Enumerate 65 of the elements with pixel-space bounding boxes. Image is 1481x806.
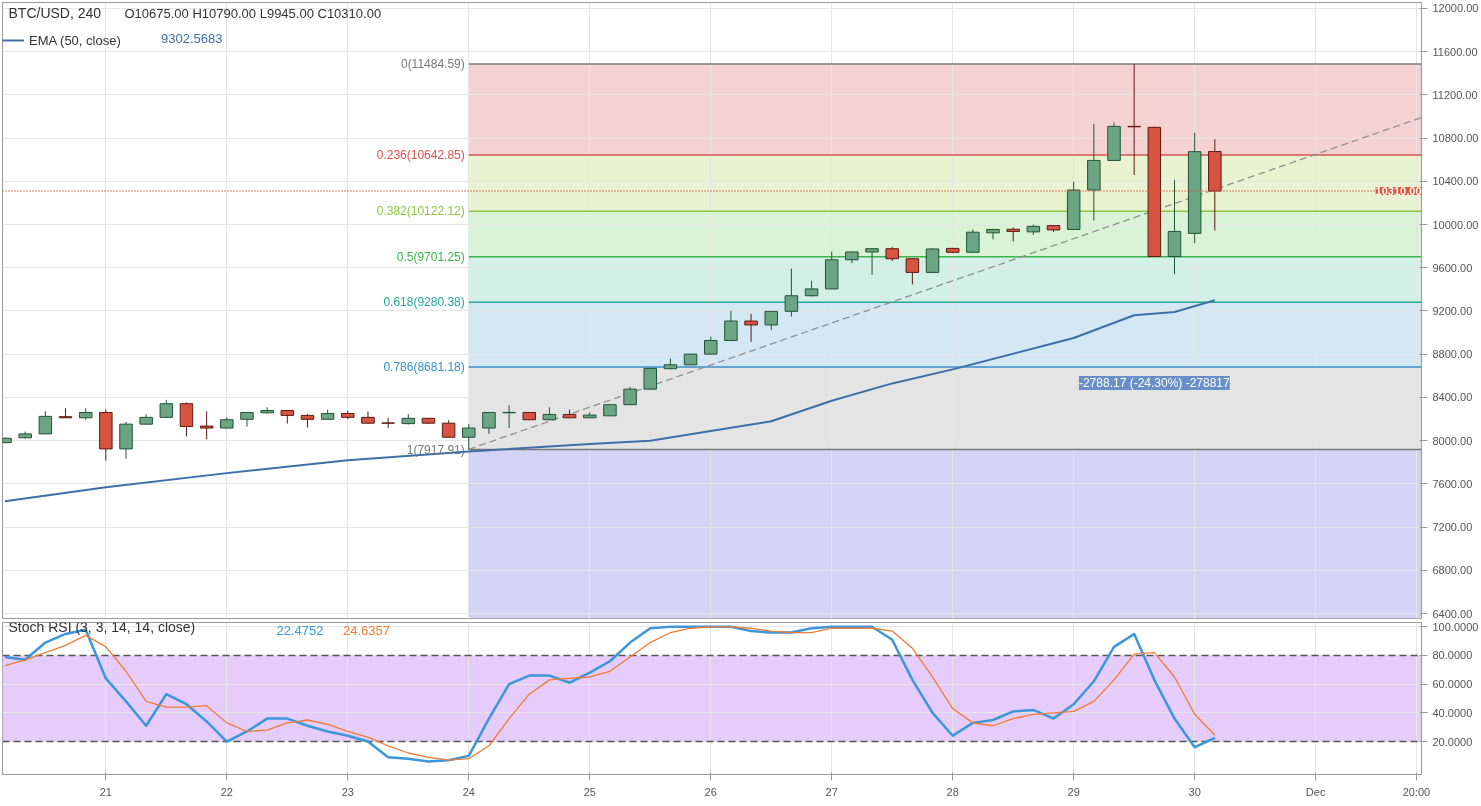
candlestick <box>199 410 214 440</box>
annotation: 9302.5683 <box>161 30 223 46</box>
x-tick-label: 29 <box>1067 785 1080 798</box>
legend-label: EMA (50, close) <box>29 32 121 48</box>
x-tick-label: 22 <box>220 785 233 798</box>
chart-title: BTC/USD, 240 <box>8 4 102 21</box>
x-tick-label: 28 <box>946 785 959 798</box>
y-tick-label: 11600.00 <box>1432 45 1478 58</box>
candlestick <box>724 310 738 342</box>
y-tick-label: 7200.00 <box>1432 521 1473 534</box>
candlestick <box>925 247 940 274</box>
y-tick-label: 8800.00 <box>1432 348 1473 361</box>
candlestick <box>381 417 395 429</box>
candlestick <box>179 401 194 437</box>
y-tick-label: 12000.00 <box>1432 2 1479 15</box>
y-tick-label: 6800.00 <box>1432 564 1473 577</box>
y-tick-label: 6400.00 <box>1432 607 1473 620</box>
y-tick-label: 9200.00 <box>1432 304 1473 317</box>
x-tick-label: 20:00 <box>1402 785 1431 798</box>
x-tick-label: 24 <box>462 785 475 798</box>
ref-line-label: 0.236(10642.85) <box>376 148 465 163</box>
annotation: O10675.00 H10790.00 L9945.00 C10310.00 <box>124 5 382 21</box>
candlestick <box>159 399 174 419</box>
y-tick-label: 40.0000 <box>1432 706 1473 719</box>
y-tick-label: 8000.00 <box>1432 434 1473 447</box>
y-tick-label: 8400.00 <box>1432 391 1473 404</box>
ref-line-label: 10310.00 <box>1375 185 1422 198</box>
candlestick <box>966 228 980 254</box>
candlestick <box>703 336 718 356</box>
candlestick <box>260 406 274 415</box>
ref-line-label: 0.618(9280.38) <box>383 295 465 310</box>
x-tick-label: 21 <box>99 785 112 798</box>
x-tick-label: 25 <box>583 785 596 798</box>
candlestick <box>986 228 1000 240</box>
x-tick-label: 26 <box>704 785 717 798</box>
y-tick-label: 7600.00 <box>1432 477 1473 490</box>
y-tick-label: 100.0000 <box>1432 620 1479 633</box>
y-tick-label: 10400.00 <box>1432 175 1479 188</box>
y-tick-label: 20.0000 <box>1432 735 1473 748</box>
candlestick <box>240 411 254 428</box>
x-tick-label: 27 <box>825 785 838 798</box>
y-tick-label: 60.0000 <box>1432 678 1473 691</box>
candlestick <box>38 410 53 435</box>
candlestick <box>462 423 476 451</box>
ref-line-label: 1(7917.91) <box>406 442 465 457</box>
y-tick-label: 80.0000 <box>1432 649 1473 662</box>
y-tick-label: 10000.00 <box>1432 218 1479 231</box>
y-tick-label: 11200.00 <box>1432 88 1478 101</box>
candlestick <box>905 257 920 285</box>
ref-line-label: 0(11484.59) <box>400 57 465 72</box>
y-tick-label: 10800.00 <box>1432 132 1479 145</box>
x-tick-label: 23 <box>341 785 354 798</box>
ref-line-label: 0.382(10122.12) <box>376 204 465 219</box>
ref-line-label: 0.5(9701.25) <box>396 249 465 264</box>
x-tick-label: 30 <box>1188 785 1201 798</box>
ref-line-label: 0.786(8681.18) <box>383 360 465 375</box>
y-tick-label: 9600.00 <box>1432 261 1473 274</box>
candlestick <box>482 411 496 435</box>
candlestick <box>865 247 879 276</box>
candlestick <box>784 268 799 317</box>
candlestick <box>744 313 758 343</box>
annotation: 22.4752 <box>276 622 324 638</box>
annotation: -2788.17 (-24.30%) -278817 <box>1078 376 1231 391</box>
annotation: 24.6357 <box>343 622 390 638</box>
x-tick-label: Dec <box>1305 785 1326 798</box>
